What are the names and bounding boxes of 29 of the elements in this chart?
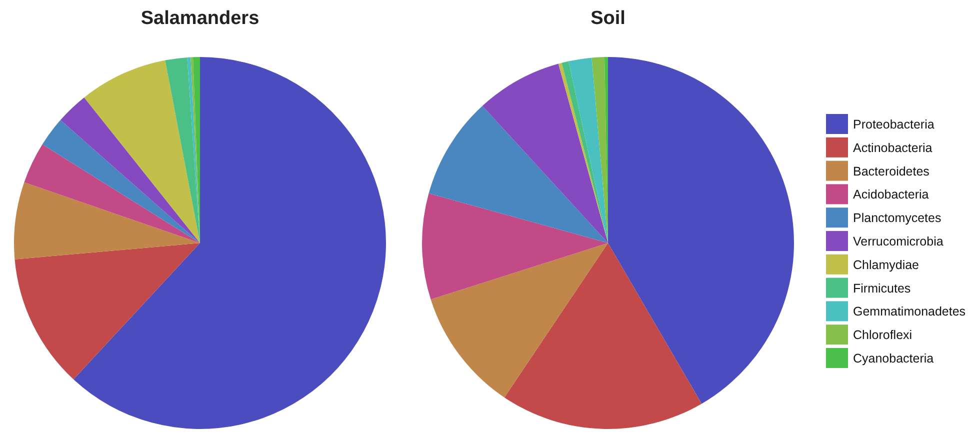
legend-label: Chlamydiae <box>853 258 920 272</box>
legend-label: Chloroflexi <box>853 328 912 342</box>
pie-slice <box>84 60 200 243</box>
pie-slice <box>74 57 386 429</box>
pie-slice <box>568 58 608 243</box>
legend-label: Firmicutes <box>853 281 911 296</box>
pie-slice <box>482 64 608 243</box>
pie-slice <box>422 193 608 300</box>
legend-label: Proteobacteria <box>853 118 934 132</box>
legend-label: Planctomycetes <box>853 211 942 226</box>
legend-label: Actinobacteria <box>853 140 932 155</box>
chart-title: Salamanders <box>140 8 260 29</box>
pie-slice <box>165 57 200 243</box>
pie-slice <box>608 57 794 404</box>
pie-slice <box>430 243 608 398</box>
pie-slice <box>60 97 200 243</box>
legend-label: Verrucomicrobia <box>853 234 944 248</box>
pie-slice <box>14 182 200 260</box>
pie-slice <box>592 57 608 243</box>
legend-label: Bacteroidetes <box>853 164 930 178</box>
legend-label: Cyanobacteria <box>853 352 934 366</box>
pie-slice <box>24 144 200 243</box>
legend-label: Gemmatimonadetes <box>853 304 966 319</box>
pie-slice <box>428 106 608 243</box>
pie-slice <box>42 120 200 243</box>
legend-label: Acidobacteria <box>853 188 929 202</box>
chart-title: Soil <box>590 8 626 29</box>
pie-slice <box>14 243 200 380</box>
pie-slice <box>504 243 702 429</box>
